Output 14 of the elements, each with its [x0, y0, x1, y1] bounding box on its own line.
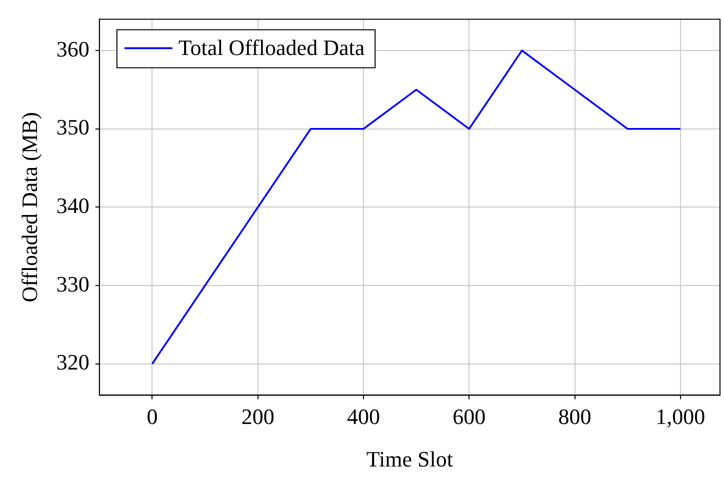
y-axis-title: Offloaded Data (MB)	[16, 112, 42, 302]
legend-label: Total Offloaded Data	[178, 34, 365, 60]
y-tick-label: 320	[56, 350, 90, 375]
y-tick-label: 350	[56, 114, 90, 140]
x-tick-label: 200	[241, 404, 274, 430]
y-tick-label: 360	[56, 36, 90, 62]
x-tick-label: 0	[146, 404, 158, 430]
y-tick-label: 340	[56, 192, 90, 218]
x-tick-label: 600	[452, 404, 486, 430]
x-axis-title: Time Slot	[366, 446, 454, 472]
x-tick-label: 400	[346, 404, 380, 430]
x-tick-label: 800	[558, 404, 592, 430]
x-tick-label: 1,000	[656, 404, 706, 430]
y-tick-label: 330	[56, 271, 90, 296]
